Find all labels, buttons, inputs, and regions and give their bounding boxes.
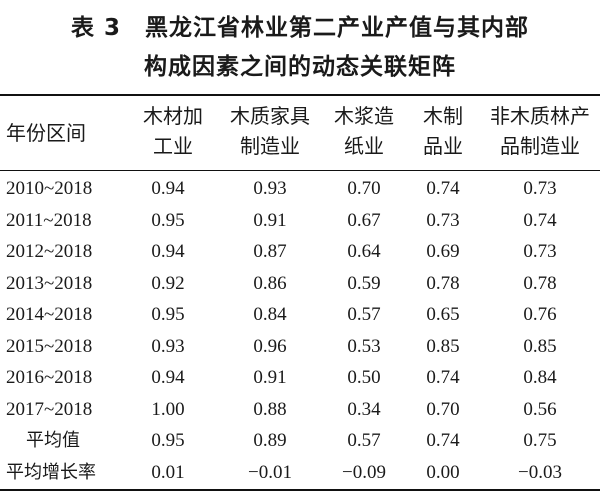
table-cell: 0.95 bbox=[151, 210, 185, 231]
bottom-rule bbox=[0, 489, 600, 491]
table-cell: 0.88 bbox=[253, 399, 287, 420]
table-cell: 0.92 bbox=[151, 273, 185, 294]
header-wood-products: 木制 品业 bbox=[403, 101, 483, 161]
table-cell: 0.74 bbox=[426, 367, 460, 388]
table-cell: 0.85 bbox=[523, 336, 557, 357]
table-cell: 0.86 bbox=[253, 273, 287, 294]
top-rule bbox=[0, 94, 600, 96]
table-cell: 0.73 bbox=[523, 178, 557, 199]
header-wood-products-line-1: 木制 bbox=[423, 104, 463, 128]
table-cell: 0.57 bbox=[347, 430, 381, 451]
header-wood-furniture: 木质家具 制造业 bbox=[210, 101, 330, 161]
header-wood-furniture-line-2: 制造业 bbox=[240, 134, 300, 158]
table-cell: 0.67 bbox=[347, 210, 381, 231]
header-wood-processing-line-1: 木材加 bbox=[143, 104, 203, 128]
table-cell: 0.91 bbox=[253, 367, 287, 388]
header-wood-products-line-2: 品业 bbox=[423, 134, 463, 158]
table-cell: 0.74 bbox=[523, 210, 557, 231]
table-cell: 0.69 bbox=[426, 241, 460, 262]
table-cell: 1.00 bbox=[151, 399, 185, 420]
table-cell: 0.91 bbox=[253, 210, 287, 231]
table-cell: 0.94 bbox=[151, 367, 185, 388]
row-label: 2017~2018 bbox=[6, 399, 93, 420]
table-cell: 0.93 bbox=[151, 336, 185, 357]
table-cell: 0.01 bbox=[151, 462, 185, 483]
row-label: 2013~2018 bbox=[6, 273, 93, 294]
table-cell: 0.64 bbox=[347, 241, 381, 262]
row-label: 2011~2018 bbox=[6, 210, 92, 231]
header-pulp-paper-line-2: 纸业 bbox=[344, 134, 384, 158]
table-cell: 0.96 bbox=[253, 336, 287, 357]
table-cell: 0.74 bbox=[426, 178, 460, 199]
header-wood-processing: 木材加 工业 bbox=[118, 101, 228, 161]
table-cell: 0.84 bbox=[253, 304, 287, 325]
row-label: 2016~2018 bbox=[6, 367, 93, 388]
table-cell: 0.75 bbox=[523, 430, 557, 451]
row-label: 2010~2018 bbox=[6, 178, 93, 199]
table-cell: 0.73 bbox=[523, 241, 557, 262]
row-label: 平均值 bbox=[26, 430, 80, 451]
table-cell: 0.85 bbox=[426, 336, 460, 357]
header-pulp-paper: 木浆造 纸业 bbox=[318, 101, 410, 161]
table-cell: 0.73 bbox=[426, 210, 460, 231]
row-label: 2012~2018 bbox=[6, 241, 93, 262]
table-cell: −0.09 bbox=[342, 462, 386, 483]
header-rule bbox=[0, 170, 600, 171]
table-cell: 0.50 bbox=[347, 367, 381, 388]
header-pulp-paper-line-1: 木浆造 bbox=[334, 104, 394, 128]
table-cell: 0.57 bbox=[347, 304, 381, 325]
table-cell: 0.95 bbox=[151, 430, 185, 451]
table-cell: 0.00 bbox=[426, 462, 460, 483]
header-non-wood-forest-products: 非木质林产 品制造业 bbox=[480, 101, 600, 161]
header-non-wood-forest-products-line-2: 品制造业 bbox=[500, 134, 580, 158]
table-cell: 0.84 bbox=[523, 367, 557, 388]
header-wood-furniture-line-1: 木质家具 bbox=[230, 104, 310, 128]
table-cell: 0.65 bbox=[426, 304, 460, 325]
table-cell: 0.87 bbox=[253, 241, 287, 262]
table-cell: 0.94 bbox=[151, 178, 185, 199]
table-cell: 0.76 bbox=[523, 304, 557, 325]
table-cell: 0.34 bbox=[347, 399, 381, 420]
table-cell: 0.95 bbox=[151, 304, 185, 325]
table-cell: 0.89 bbox=[253, 430, 287, 451]
table-cell: 0.74 bbox=[426, 430, 460, 451]
table-cell: 0.56 bbox=[523, 399, 557, 420]
row-label: 2015~2018 bbox=[6, 336, 93, 357]
table-cell: 0.53 bbox=[347, 336, 381, 357]
table-cell: 0.78 bbox=[523, 273, 557, 294]
table-cell: 0.93 bbox=[253, 178, 287, 199]
table-title-line-1: 表 3 黑龙江省林业第二产业产值与其内部 bbox=[70, 15, 529, 41]
row-label: 2014~2018 bbox=[6, 304, 93, 325]
table-cell: −0.01 bbox=[248, 462, 292, 483]
table-title-line-2: 构成因素之间的动态关联矩阵 bbox=[144, 54, 456, 80]
row-label: 平均增长率 bbox=[6, 462, 96, 483]
header-year-range: 年份区间 bbox=[6, 118, 114, 148]
header-non-wood-forest-products-line-1: 非木质林产 bbox=[490, 104, 590, 128]
header-wood-processing-line-2: 工业 bbox=[153, 134, 193, 158]
table-cell: −0.03 bbox=[518, 462, 562, 483]
table-cell: 0.59 bbox=[347, 273, 381, 294]
table-cell: 0.70 bbox=[347, 178, 381, 199]
table-cell: 0.70 bbox=[426, 399, 460, 420]
table-cell: 0.94 bbox=[151, 241, 185, 262]
table-cell: 0.78 bbox=[426, 273, 460, 294]
header-year-range-text: 年份区间 bbox=[6, 121, 86, 145]
